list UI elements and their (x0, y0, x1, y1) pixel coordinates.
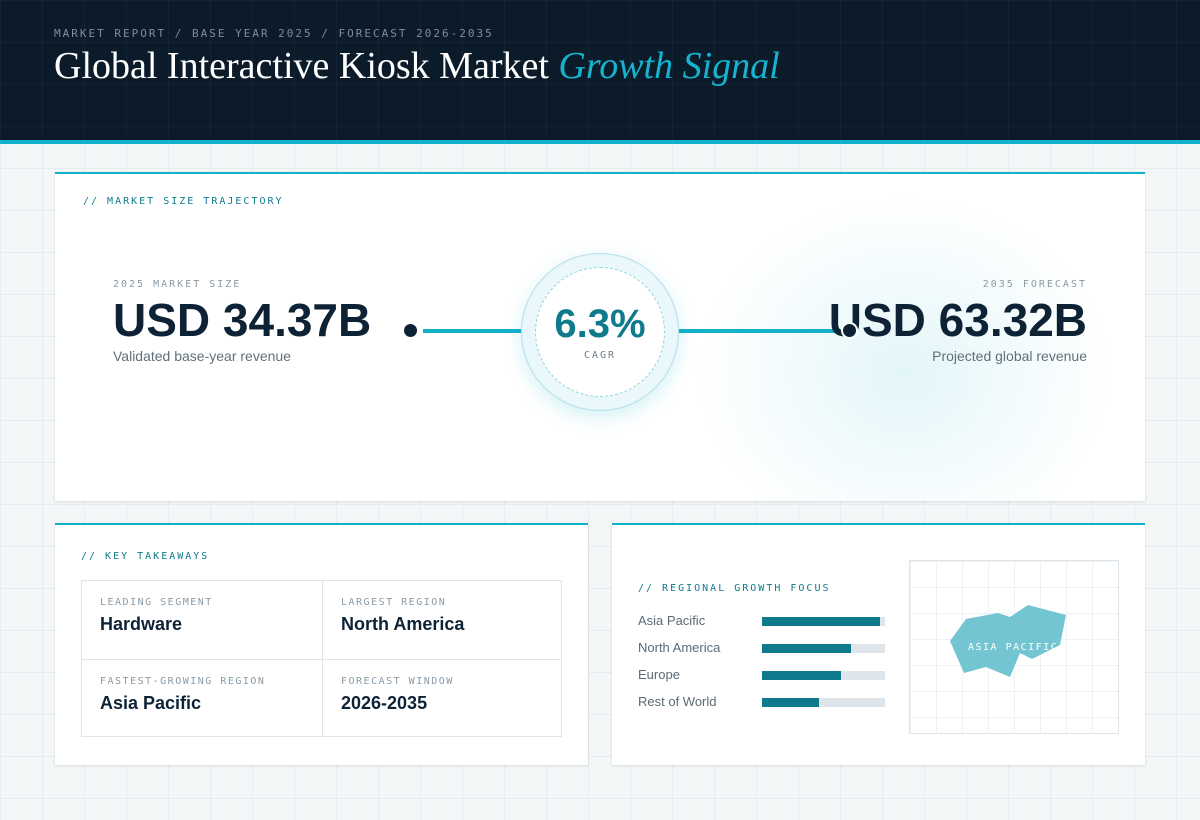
forecast-metric: 2035 FORECAST USD 63.32B Projected globa… (829, 279, 1087, 364)
region-name: Asia Pacific (638, 613, 706, 628)
cagr-badge-inner: 6.3% CAGR (535, 267, 665, 397)
forecast-dot (841, 322, 858, 339)
page-title: Global Interactive Kiosk Market Growth S… (54, 44, 780, 88)
base-year-metric: 2025 MARKET SIZE USD 34.37B Validated ba… (113, 279, 371, 364)
market-size-trajectory-card: // MARKET SIZE TRAJECTORY 2025 MARKET SI… (55, 172, 1145, 501)
background-glow (695, 194, 1115, 501)
takeaway-cell-largest-region: LARGEST REGION North America (322, 581, 562, 659)
asia-pacific-region (950, 605, 1066, 677)
breadcrumb: MARKET REPORT / BASE YEAR 2025 / FORECAS… (54, 27, 494, 40)
forecast-subtitle: Projected global revenue (932, 348, 1087, 364)
trajectory-line-right (679, 329, 849, 333)
cagr-badge: 6.3% CAGR (521, 253, 679, 411)
region-name: North America (638, 640, 721, 655)
page-title-main: Global Interactive Kiosk Market (54, 45, 559, 87)
takeaway-value: North America (341, 614, 465, 634)
region-bar-track (762, 617, 885, 626)
region-bar-track (762, 644, 885, 653)
regional-growth-card: // REGIONAL GROWTH FOCUS Asia Pacific No… (612, 523, 1145, 765)
region-bar-fill (762, 698, 819, 707)
takeaway-value: Asia Pacific (100, 693, 202, 713)
base-year-value: USD 34.37B (113, 294, 372, 346)
takeaway-cell-forecast-window: FORECAST WINDOW 2026-2035 (322, 659, 562, 737)
takeaway-key: LEADING SEGMENT (100, 597, 213, 608)
region-name: Rest of World (638, 694, 717, 709)
region-map: ASIA PACIFIC (909, 560, 1119, 734)
region-bar-fill (762, 671, 841, 680)
map-region-label: ASIA PACIFIC (968, 642, 1058, 653)
region-bar-track (762, 698, 885, 707)
takeaway-cell-leading-segment: LEADING SEGMENT Hardware (82, 581, 322, 659)
region-bar-row: Asia Pacific (638, 611, 898, 631)
cagr-label: CAGR (583, 350, 617, 361)
region-bar-fill (762, 644, 851, 653)
regional-section-label: // REGIONAL GROWTH FOCUS (638, 583, 831, 594)
region-bar-row: Rest of World (638, 692, 898, 712)
base-year-dot (402, 322, 419, 339)
base-year-subtitle: Validated base-year revenue (113, 348, 291, 364)
base-year-caption: 2025 MARKET SIZE (113, 279, 242, 290)
takeaway-value: 2026-2035 (341, 693, 428, 713)
forecast-value: USD 63.32B (828, 294, 1087, 346)
forecast-caption: 2035 FORECAST (982, 279, 1087, 290)
region-bar-row: North America (638, 638, 898, 658)
asia-pacific-map-shape: ASIA PACIFIC (950, 605, 1066, 677)
takeaway-cell-fastest-growing-region: FASTEST-GROWING REGION Asia Pacific (82, 659, 322, 737)
region-bar-track (762, 671, 885, 680)
takeaway-key: FORECAST WINDOW (341, 676, 454, 687)
key-takeaways-card: // KEY TAKEAWAYS LEADING SEGMENT Hardwar… (55, 523, 588, 765)
takeaways-grid: LEADING SEGMENT Hardware LARGEST REGION … (81, 580, 562, 737)
takeaways-section-label: // KEY TAKEAWAYS (81, 551, 210, 562)
page-title-accent: Growth Signal (558, 45, 780, 87)
takeaway-key: FASTEST-GROWING REGION (100, 676, 266, 687)
region-bar-row: Europe (638, 665, 898, 685)
region-bar-fill (762, 617, 881, 626)
trajectory-section-label: // MARKET SIZE TRAJECTORY (83, 196, 284, 207)
region-name: Europe (638, 667, 680, 682)
takeaway-value: Hardware (100, 614, 183, 634)
takeaway-key: LARGEST REGION (341, 597, 447, 608)
cagr-value: 6.3% (554, 302, 646, 346)
trajectory-line-left (423, 329, 521, 333)
page-header: MARKET REPORT / BASE YEAR 2025 / FORECAS… (0, 0, 1200, 144)
